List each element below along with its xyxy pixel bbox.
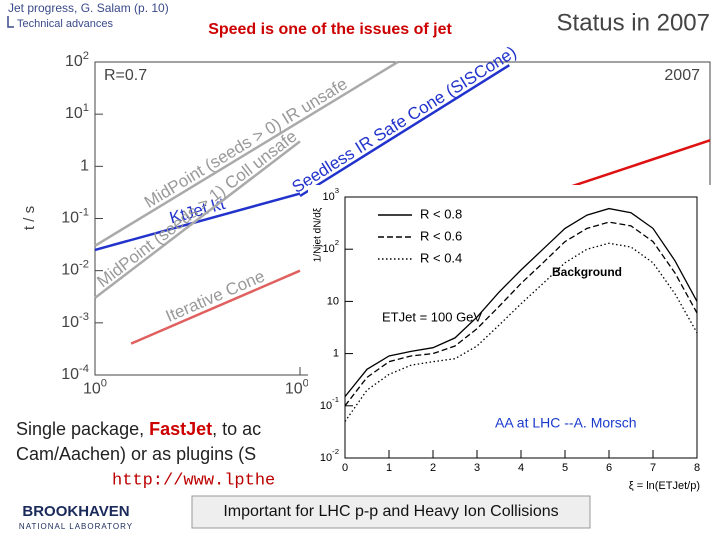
logo: BROOKHAVEN (22, 503, 129, 520)
y-axis-label: t / s (21, 206, 38, 230)
tick-label: 10-3 (61, 311, 89, 331)
tick-label: 102 (65, 50, 89, 70)
tick-exponent: 2 (83, 50, 89, 62)
series-line (94, 60, 399, 247)
series-line (94, 192, 301, 252)
tick-exponent: -2 (79, 259, 89, 271)
body-text: Cam/Aachen) or as plugins (S (16, 444, 256, 464)
series-line (130, 269, 301, 345)
tick-base: 10 (65, 53, 83, 70)
annotation: 2007 (664, 67, 700, 84)
section-bracket (7, 16, 14, 28)
series-line (299, 64, 510, 198)
tick-label: 10-1 (61, 206, 89, 226)
body-text: Single package, (16, 419, 149, 439)
slide-title: Speed is one of the issues of jet (208, 21, 452, 38)
slide-author: Jet progress, G. Salam (p. 10) (8, 1, 169, 15)
annotation: ETJet = 100 GeV (382, 309, 482, 324)
tick-base: 10 (322, 191, 334, 203)
tick-exponent: 0 (101, 377, 107, 389)
tick-label: 0 (342, 462, 348, 474)
inset-panel (308, 185, 712, 497)
body-link: http://www.lpthe (112, 471, 275, 490)
tick-label: 6 (606, 462, 612, 474)
tick-base: 10 (320, 400, 332, 412)
tick-base: 10 (322, 243, 334, 255)
tick-exponent: -1 (332, 395, 339, 404)
tick-label: 1 (80, 158, 89, 175)
x-axis-label: ξ = ln(ETJet/p) (629, 480, 700, 492)
tick-label: 10-4 (61, 363, 89, 383)
tick-label: 101 (65, 102, 89, 122)
tick-label: 102 (322, 238, 339, 255)
tick-exponent: -4 (79, 363, 89, 375)
annotation: Background (552, 265, 622, 279)
series-line (344, 207, 698, 398)
tick-base: 10 (285, 381, 303, 398)
series-line (559, 139, 711, 192)
tick-label: 1 (386, 462, 392, 474)
body-text: FastJet (149, 419, 212, 439)
tick-base: 10 (61, 210, 79, 227)
tick-label: 3 (474, 462, 480, 474)
tick-exponent: -1 (79, 206, 89, 218)
tick-label: 7 (650, 462, 656, 474)
tick-base: 10 (83, 381, 101, 398)
tick-label: 5 (562, 462, 568, 474)
tick-exponent: 2 (335, 238, 339, 247)
tick-label: 103 (322, 186, 339, 203)
series-line (344, 221, 698, 407)
tick-label: 10-1 (320, 395, 339, 412)
tick-exponent: -2 (332, 447, 339, 456)
tick-label: 2 (430, 462, 436, 474)
legend-label: R < 0.4 (420, 250, 462, 265)
tick-label: 8 (694, 462, 700, 474)
tick-exponent: 3 (335, 186, 339, 195)
caption: Important for LHC p-p and Heavy Ion Coll… (223, 503, 558, 520)
body-line: Single package, FastJet, to ac (16, 419, 261, 439)
legend-label: R < 0.6 (420, 228, 462, 243)
annotation: R=0.7 (104, 67, 147, 84)
logo-sub: NATIONAL LABORATORY (19, 522, 133, 531)
tick-exponent: -3 (79, 311, 89, 323)
series-line (344, 242, 698, 422)
legend-label: R < 0.8 (420, 206, 462, 221)
tick-label: 10-2 (61, 259, 89, 279)
tick-base: 10 (320, 452, 332, 464)
series-line (94, 140, 301, 299)
caption-box (191, 495, 591, 529)
tick-base: 10 (61, 262, 79, 279)
body-text: , to ac (212, 419, 261, 439)
tick-exponent: 1 (83, 102, 89, 114)
slide-status: Status in 2007 (557, 9, 710, 36)
y-axis-label: 1/Njet dN/dξ (313, 207, 324, 262)
tick-label: 10 (327, 295, 339, 307)
tick-base: 10 (61, 314, 79, 331)
tick-base: 10 (65, 105, 83, 122)
slide-section: Technical advances (17, 18, 114, 30)
annotation: AA at LHC --A. Morsch (495, 415, 637, 431)
tick-base: 10 (61, 366, 79, 383)
tick-label: 1 (333, 348, 339, 360)
tick-label: 10-2 (320, 447, 339, 464)
tick-label: 4 (518, 462, 524, 474)
tick-label: 100 (83, 377, 107, 397)
